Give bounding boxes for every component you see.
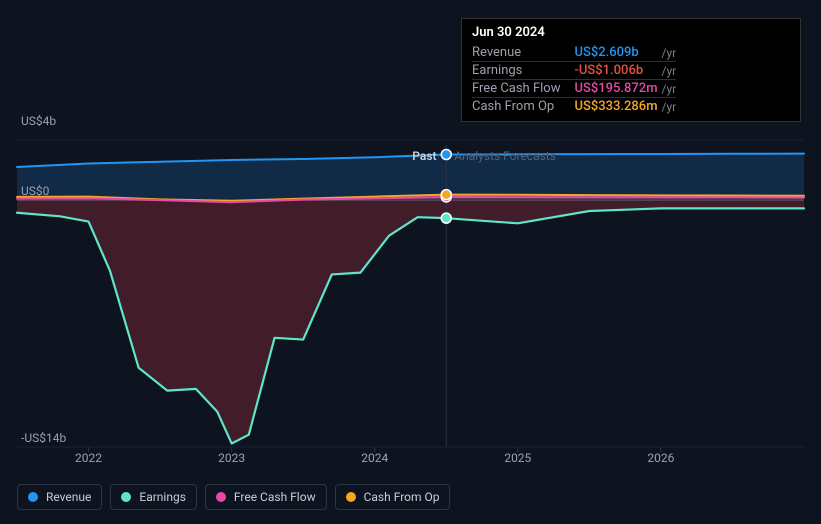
tooltip-row-unit: /yr: [658, 80, 677, 98]
tooltip-row-value: US$333.286m: [574, 98, 657, 116]
financials-chart: US$4b US$0 -US$14b 2022 2023 2024 2025 2026 Pa…: [0, 0, 821, 524]
x-tick-label: 2024: [361, 451, 388, 465]
tooltip-date: Jun 30 2024: [472, 25, 790, 44]
legend-item-fcf[interactable]: Free Cash Flow: [205, 484, 327, 510]
y-tick-label: US$0: [21, 184, 49, 198]
tooltip-row-label: Revenue: [472, 44, 574, 62]
x-tick-label: 2022: [75, 451, 102, 465]
tooltip-row-label: Earnings: [472, 62, 574, 80]
legend-swatch: [121, 492, 131, 502]
tooltip-row: Earnings-US$1.006b/yr: [472, 62, 676, 80]
tooltip-row-label: Cash From Op: [472, 98, 574, 116]
y-tick-label: US$4b: [21, 114, 56, 128]
legend-item-revenue[interactable]: Revenue: [17, 484, 102, 510]
tooltip-row-unit: /yr: [658, 62, 677, 80]
legend-item-earnings[interactable]: Earnings: [110, 484, 197, 510]
legend-label: Cash From Op: [364, 490, 440, 504]
legend-label: Earnings: [139, 490, 186, 504]
tooltip-row-unit: /yr: [658, 44, 677, 62]
y-tick-label: -US$14b: [21, 431, 66, 445]
tooltip-row: Cash From OpUS$333.286m/yr: [472, 98, 676, 116]
legend-item-cash_from_op[interactable]: Cash From Op: [335, 484, 451, 510]
legend-swatch: [346, 492, 356, 502]
legend-swatch: [28, 492, 38, 502]
past-label: Past: [412, 149, 436, 163]
x-tick-label: 2026: [647, 451, 674, 465]
tooltip-table: RevenueUS$2.609b/yrEarnings-US$1.006b/yr…: [472, 44, 676, 115]
legend-swatch: [216, 492, 226, 502]
tooltip-row-value: US$195.872m: [574, 80, 657, 98]
legend: Revenue Earnings Free Cash Flow Cash From O…: [17, 484, 450, 510]
legend-label: Revenue: [46, 490, 91, 504]
tooltip-row-unit: /yr: [658, 98, 677, 116]
tooltip-row-value: -US$1.006b: [574, 62, 657, 80]
tooltip-row: RevenueUS$2.609b/yr: [472, 44, 676, 62]
x-tick-label: 2025: [504, 451, 531, 465]
x-tick-label: 2023: [218, 451, 245, 465]
tooltip: Jun 30 2024 RevenueUS$2.609b/yrEarnings-…: [461, 18, 801, 122]
tooltip-row-value: US$2.609b: [574, 44, 657, 62]
legend-label: Free Cash Flow: [234, 490, 316, 504]
forecast-label: Analysts Forecasts: [454, 149, 556, 163]
tooltip-row-label: Free Cash Flow: [472, 80, 574, 98]
tooltip-row: Free Cash FlowUS$195.872m/yr: [472, 80, 676, 98]
